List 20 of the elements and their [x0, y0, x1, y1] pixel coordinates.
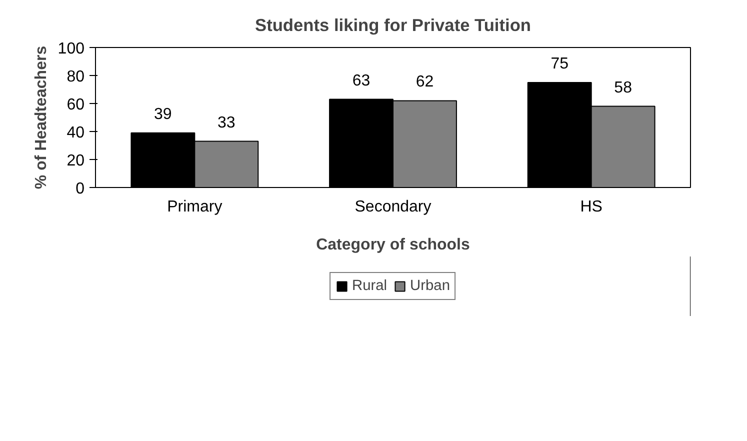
- y-tick-label: 60: [66, 96, 85, 114]
- data-label: 62: [416, 74, 434, 91]
- data-label: 58: [614, 79, 632, 96]
- x-tick-label: Primary: [167, 198, 222, 216]
- x-tick-label: HS: [580, 198, 602, 216]
- y-tick-label: 20: [66, 152, 85, 170]
- data-label: 39: [154, 106, 172, 123]
- legend-label: Rural: [352, 278, 388, 294]
- x-tick-label: Secondary: [354, 198, 432, 216]
- x-axis-title: Category of schools: [316, 236, 470, 254]
- chart-title: Students liking for Private Tuition: [255, 15, 531, 35]
- data-label: 33: [218, 114, 236, 132]
- y-axis-title: % of Headteachers: [32, 46, 50, 190]
- y-tick-label: 100: [58, 40, 85, 58]
- y-tick-label: 40: [66, 124, 85, 142]
- legend-label: Urban: [410, 278, 450, 294]
- y-tick-label: 80: [66, 68, 85, 86]
- data-label: 75: [550, 56, 569, 72]
- y-tick-label: 0: [76, 180, 85, 198]
- data-label: 63: [352, 72, 370, 90]
